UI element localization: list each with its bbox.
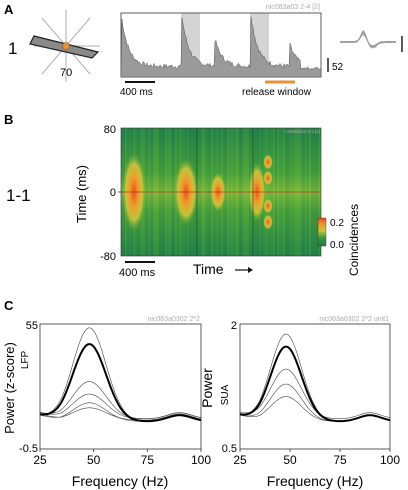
orientation-glyph [29, 10, 100, 82]
coincidence-heatmap [120, 127, 322, 257]
colorbar-tick-bottom: 0.0 [330, 240, 344, 251]
release-window-label: release window [242, 87, 312, 98]
x-tick-label: 75 [333, 453, 347, 467]
lfp-x-ticks: 25 50 75 100 [33, 449, 211, 467]
sua-x-ticks: 25 50 75 100 [233, 449, 400, 467]
sua-x-label: Frequency (Hz) [267, 473, 363, 489]
panel-b-letter: B [4, 112, 13, 127]
sua-ytick-top: 2 [231, 320, 237, 332]
heatmap-ytick-bottom: -80 [100, 251, 116, 263]
psth-histogram [120, 16, 322, 78]
spike-waveform [339, 29, 397, 49]
panel-a-letter: A [4, 2, 14, 17]
sua-sublabel: SUA [220, 384, 231, 405]
x-tick-label: 50 [283, 453, 297, 467]
heatmap-x-label: Time [193, 261, 224, 277]
colorbar [317, 217, 327, 247]
rate-scale-value: 52 [332, 62, 344, 73]
lfp-ytick-bottom: -0.5 [19, 443, 38, 455]
lfp-power-plot [39, 323, 202, 450]
sua-y-label: Power [199, 368, 215, 408]
orientation-value: 70 [60, 67, 72, 79]
heatmap-y-label: Time (ms) [74, 165, 89, 223]
panel-a-recording-id: nic083a03 2-4 [2] [266, 4, 320, 11]
lfp-x-label: Frequency (Hz) [72, 473, 168, 489]
x-tick-label: 25 [233, 453, 247, 467]
lfp-y-label: Power (z-score) [2, 342, 17, 434]
heatmap-time-scale-label: 400 ms [119, 267, 156, 279]
sua-power-plot [239, 323, 391, 450]
sua-recording-id: nic063a0302 2*2 unit1 [319, 316, 389, 323]
time-arrow-icon [235, 267, 253, 273]
x-tick-label: 50 [87, 453, 101, 467]
x-tick-label: 100 [191, 453, 211, 467]
x-tick-label: 100 [380, 453, 400, 467]
heatmap-ytick-top: 80 [104, 124, 116, 136]
x-tick-label: 25 [33, 453, 47, 467]
panel-c-letter: C [4, 298, 14, 313]
lfp-recording-id: nic063a0302 2*2 [147, 316, 200, 323]
lfp-sublabel: LFP [20, 351, 31, 370]
heatmap-ytick-mid: 0 [110, 187, 116, 199]
panel-a-row-label: 1 [8, 39, 17, 58]
panel-b-recording-id: nic083a03 2-4 [2] [285, 129, 320, 134]
x-tick-label: 75 [141, 453, 155, 467]
sua-ytick-bottom: 0.5 [222, 443, 237, 455]
lfp-ytick-top: 55 [26, 320, 38, 332]
panel-b-row-label: 1-1 [6, 186, 31, 205]
colorbar-tick-top: 0.2 [330, 218, 344, 229]
colorbar-label: Coincidences [347, 204, 361, 276]
time-scale-label: 400 ms [120, 87, 153, 98]
